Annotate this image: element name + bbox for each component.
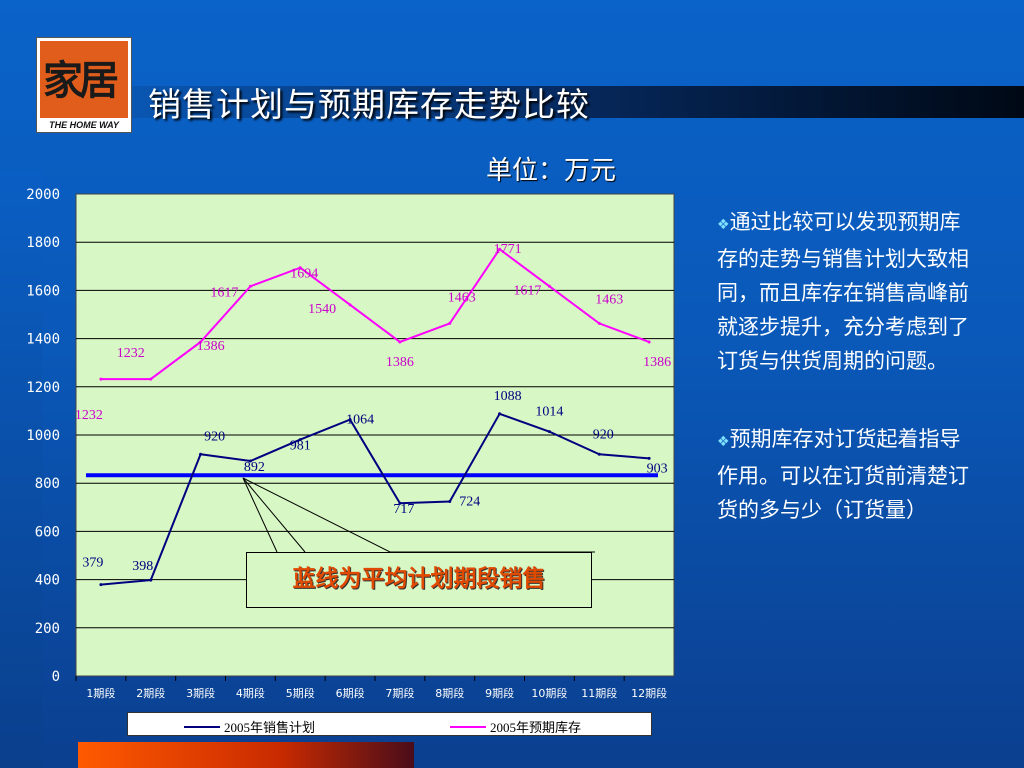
data-point <box>647 456 651 460</box>
title-band <box>42 86 1024 118</box>
x-tick-label: 3期段 <box>186 686 215 700</box>
x-tick-label: 12期段 <box>631 686 667 700</box>
x-tick-label: 8期段 <box>435 686 464 700</box>
data-point <box>547 430 551 434</box>
data-point <box>498 247 502 251</box>
x-tick-label: 10期段 <box>531 686 567 700</box>
data-label: 920 <box>204 429 225 444</box>
note-2-text: 预期库存对订货起着指导作用。可以在订货前清楚订货的多与少（订货量） <box>717 427 969 522</box>
y-tick-label: 600 <box>35 524 60 540</box>
y-tick-label: 800 <box>35 476 60 492</box>
data-point <box>199 452 203 456</box>
left-decor-strip <box>0 170 42 768</box>
data-point <box>99 377 103 381</box>
data-label: 1694 <box>290 267 318 282</box>
data-point <box>348 303 352 307</box>
data-label: 1771 <box>494 242 522 257</box>
y-tick-label: 1800 <box>26 235 60 251</box>
x-tick-label: 2期段 <box>136 686 165 700</box>
notes-panel: ❖通过比较可以发现预期库存的走势与销售计划大致相同，而且库存在销售高峰前就逐步提… <box>717 205 979 571</box>
data-label: 717 <box>393 502 414 517</box>
data-label: 981 <box>290 439 311 454</box>
y-tick-label: 1600 <box>26 283 60 299</box>
data-point <box>597 321 601 325</box>
sales-series-line <box>100 412 650 586</box>
y-tick-label: 200 <box>35 621 60 637</box>
data-point <box>298 438 302 442</box>
data-point <box>348 418 352 422</box>
logo-tile <box>40 41 128 118</box>
chart-legend: 2005年销售计划 2005年预期库存 <box>127 712 652 736</box>
data-label: 1386 <box>643 355 671 370</box>
inventory-series-line <box>100 247 650 381</box>
y-tick-label: 1400 <box>26 332 60 348</box>
data-point <box>398 340 402 344</box>
x-tick-label: 11期段 <box>581 686 617 700</box>
callout-box: 蓝线为平均计划期段销售 <box>246 552 592 608</box>
x-tick-label: 5期段 <box>286 686 315 700</box>
data-label: 1064 <box>346 413 374 428</box>
data-point <box>298 266 302 270</box>
legend-swatch-sales <box>184 725 220 728</box>
diamond-bullet-icon: ❖ <box>717 434 730 450</box>
data-label: 903 <box>647 461 668 476</box>
data-point <box>547 284 551 288</box>
y-tick-label: 0 <box>52 669 60 685</box>
note-2: ❖预期库存对订货起着指导作用。可以在订货前清楚订货的多与少（订货量） <box>717 422 979 527</box>
data-label: 1386 <box>197 339 225 354</box>
x-tick-label: 4期段 <box>236 686 265 700</box>
data-point <box>448 500 452 504</box>
legend-swatch-inventory <box>450 725 486 728</box>
data-label: 892 <box>244 460 265 475</box>
legend-label-sales: 2005年销售计划 <box>224 720 316 735</box>
data-point <box>647 340 651 344</box>
data-label: 1232 <box>75 408 103 423</box>
note-1: ❖通过比较可以发现预期库存的走势与销售计划大致相同，而且库存在销售高峰前就逐步提… <box>717 205 979 378</box>
data-point <box>597 452 601 456</box>
diamond-bullet-icon: ❖ <box>717 217 730 233</box>
data-label: 1540 <box>308 302 336 317</box>
data-label: 1088 <box>494 389 522 404</box>
data-label: 1232 <box>117 346 145 361</box>
page-title: 销售计划与预期库存走势比较 <box>148 85 590 124</box>
data-point <box>448 321 452 325</box>
x-tick-label: 6期段 <box>336 686 365 700</box>
y-tick-label: 2000 <box>26 187 60 203</box>
data-label: 398 <box>132 559 153 574</box>
legend-item-sales: 2005年销售计划 <box>184 717 315 736</box>
logo-caption: THE HOME WAY <box>49 120 119 130</box>
x-tick-label: 1期段 <box>86 686 115 700</box>
data-point <box>99 583 103 587</box>
data-point <box>248 459 252 463</box>
y-tick-label: 400 <box>35 573 60 589</box>
x-tick-label: 9期段 <box>485 686 514 700</box>
data-label: 724 <box>459 495 480 510</box>
data-label: 379 <box>82 556 103 571</box>
bottom-decor-band <box>78 742 414 768</box>
legend-label-inventory: 2005年预期库存 <box>490 720 582 735</box>
legend-item-inventory: 2005年预期库存 <box>450 717 581 736</box>
data-point <box>498 412 502 416</box>
data-point <box>398 501 402 505</box>
logo: 家居 THE HOME WAY <box>36 37 132 133</box>
note-1-text: 通过比较可以发现预期库存的走势与销售计划大致相同，而且库存在销售高峰前就逐步提升… <box>717 210 969 373</box>
y-tick-label: 1200 <box>26 380 60 396</box>
data-label: 1617 <box>513 283 541 298</box>
data-label: 920 <box>593 427 614 442</box>
data-label: 1617 <box>210 285 238 300</box>
data-label: 1463 <box>595 292 623 307</box>
data-point <box>149 377 153 381</box>
data-point <box>149 578 153 582</box>
data-point <box>199 340 203 344</box>
data-label: 1463 <box>448 290 476 305</box>
x-tick-label: 7期段 <box>385 686 414 700</box>
data-point <box>248 284 252 288</box>
y-tick-label: 1000 <box>26 428 60 444</box>
data-label: 1014 <box>535 405 563 420</box>
logo-glyph: 家居 <box>43 57 119 104</box>
unit-label: 单位：万元 <box>486 156 617 186</box>
data-label: 1386 <box>386 355 414 370</box>
